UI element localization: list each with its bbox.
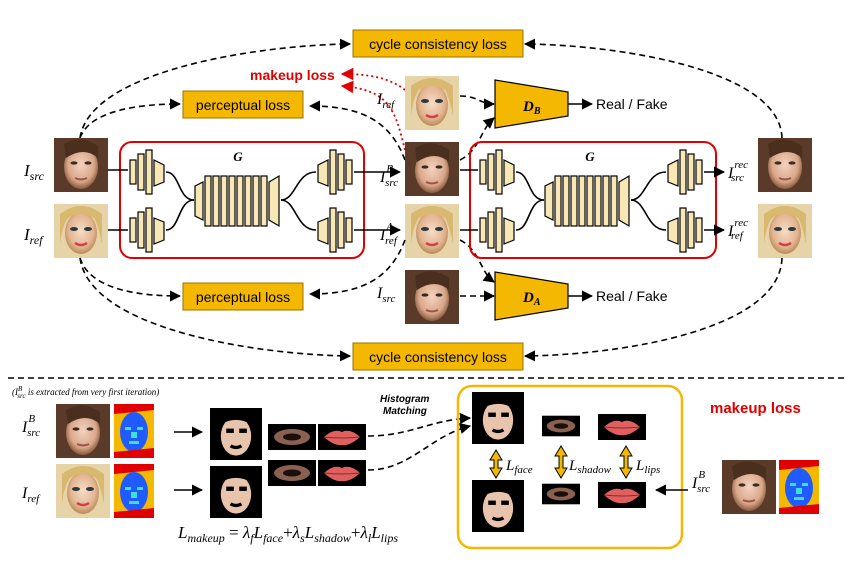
real-fake-label-2: Real / Fake bbox=[596, 288, 668, 304]
reconstructed-src-face-image bbox=[758, 138, 812, 192]
discriminator-b-label: DB bbox=[522, 99, 541, 117]
cycle-arrow-top-left bbox=[79, 38, 352, 139]
label-i-ref: Iref bbox=[23, 225, 44, 247]
generator-right-network bbox=[460, 149, 726, 253]
cycle-loss-bottom-label: cycle consistency loss bbox=[369, 349, 507, 365]
perceptual-loss-bottom-label: perceptual loss bbox=[196, 289, 290, 305]
first-iteration-note: (IB src is extracted from very first iter… bbox=[12, 385, 159, 400]
face-double-arrow bbox=[489, 449, 503, 479]
generator-left-label: G bbox=[233, 149, 243, 164]
result-face-mask bbox=[472, 480, 524, 532]
generator-right-box bbox=[469, 141, 717, 259]
matched-eyes-mask bbox=[542, 415, 580, 437]
result-eyes-mask bbox=[542, 483, 580, 505]
histogram-arrow-2 bbox=[367, 423, 472, 471]
right-source-face bbox=[722, 460, 776, 514]
l-shadow-label: Lshadow bbox=[568, 458, 612, 476]
matching-label: Matching bbox=[383, 406, 427, 417]
row2-eyes-mask bbox=[268, 460, 316, 486]
reference-face-top-image bbox=[405, 74, 459, 132]
cycle-arrow-bottom-left bbox=[79, 257, 352, 362]
source-face-bottom-image bbox=[405, 268, 459, 326]
transferred-src-face-image bbox=[405, 142, 459, 196]
perceptual-loss-top-box bbox=[182, 90, 304, 119]
lips-double-arrow bbox=[619, 445, 633, 479]
label-i-src-bottom: Isrc bbox=[376, 285, 395, 305]
row1-label: IB src bbox=[21, 413, 40, 439]
discriminator-a bbox=[494, 271, 569, 321]
generator-right-label: G bbox=[585, 149, 595, 164]
discriminator-a-label: DA bbox=[522, 290, 541, 308]
row2-label: Iref bbox=[21, 485, 41, 505]
cycle-loss-bottom-box bbox=[352, 342, 524, 371]
label-i-src-b: IB src bbox=[379, 163, 398, 189]
cycle-loss-top-box bbox=[352, 29, 524, 58]
reference-face-image bbox=[54, 204, 108, 258]
perceptual-arrow-top-right bbox=[308, 100, 406, 161]
row1-face-mask bbox=[210, 408, 262, 460]
arrow-srcb-to-db bbox=[459, 117, 495, 161]
cycle-arrow-bottom-right bbox=[523, 257, 783, 362]
label-i-src-rec: Irec src bbox=[727, 159, 748, 184]
shadow-double-arrow bbox=[554, 445, 568, 479]
arrow-refa-to-da bbox=[459, 239, 495, 283]
histogram-arrow-1 bbox=[367, 412, 472, 437]
row2-face-mask bbox=[210, 466, 262, 518]
matched-face-mask bbox=[472, 392, 524, 444]
label-i-src: Isrc bbox=[23, 161, 45, 183]
result-lips-mask bbox=[598, 482, 646, 508]
row2-lips-mask bbox=[318, 460, 366, 486]
right-source-parsing-map bbox=[779, 460, 819, 514]
perceptual-loss-bottom-box bbox=[182, 282, 304, 311]
makeup-loss-arrow-1 bbox=[340, 67, 406, 91]
makeup-loss-title: makeup loss bbox=[710, 400, 801, 417]
discriminator-b bbox=[494, 79, 569, 129]
arrow-ref-to-db bbox=[459, 95, 496, 110]
label-i-ref-a: IA ref bbox=[379, 221, 399, 247]
source-face-image bbox=[54, 138, 108, 192]
makeup-loss-red-label: makeup loss bbox=[250, 67, 335, 83]
cycle-arrow-top-right bbox=[523, 38, 783, 139]
label-i-ref-top: Iref bbox=[376, 91, 396, 111]
real-fake-label-1: Real / Fake bbox=[596, 96, 668, 112]
perceptual-loss-top-label: perceptual loss bbox=[196, 97, 290, 113]
row1-lips-mask bbox=[318, 424, 366, 450]
row1-parsing-map bbox=[114, 404, 154, 458]
row1-source-face bbox=[56, 404, 110, 458]
label-i-ref-rec: Irec ref bbox=[727, 217, 748, 242]
perceptual-arrow-bottom-left bbox=[79, 257, 182, 302]
makeup-loss-arrow-2 bbox=[340, 80, 406, 151]
row1-eyes-mask bbox=[268, 424, 316, 450]
l-lips-label: Llips bbox=[635, 458, 660, 476]
makeup-loss-formula: Lmakeup = λfLface+λsLshadow+λlLlips bbox=[177, 523, 398, 545]
generator-left-network bbox=[108, 149, 402, 253]
row2-reference-face bbox=[56, 464, 110, 518]
perceptual-arrow-bottom-right bbox=[308, 239, 406, 300]
l-face-label: Lface bbox=[505, 458, 533, 476]
row2-parsing-map bbox=[114, 464, 154, 518]
matched-lips-mask bbox=[598, 414, 646, 440]
right-source-label: IB src bbox=[691, 469, 710, 495]
makeup-loss-box bbox=[456, 384, 684, 550]
generator-left-box bbox=[119, 141, 365, 259]
cycle-loss-top-label: cycle consistency loss bbox=[369, 36, 507, 52]
histogram-label: Histogram bbox=[380, 394, 430, 405]
reconstructed-ref-face-image bbox=[758, 204, 812, 258]
transferred-ref-face-image bbox=[405, 204, 459, 258]
